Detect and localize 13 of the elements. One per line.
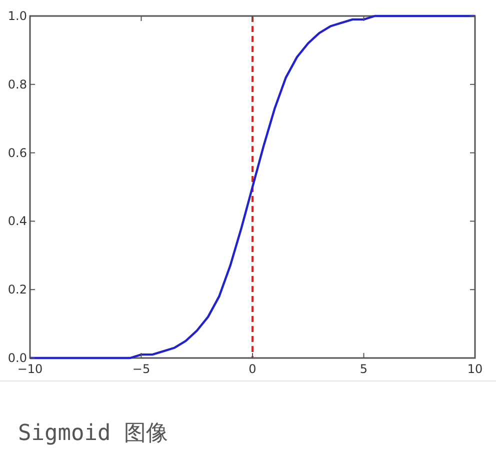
y-tick-label: 0.0 [8, 351, 27, 365]
y-tick-label: 0.6 [8, 146, 27, 160]
x-tick-label: −10 [17, 362, 43, 376]
y-tick-label: 0.2 [8, 282, 27, 297]
x-tick-label: −5 [132, 362, 150, 376]
x-tick-label: 5 [360, 362, 368, 376]
y-tick-label: 1.0 [8, 9, 27, 23]
x-tick-label: 10 [467, 362, 483, 376]
y-tick-label: 0.8 [8, 77, 27, 92]
text: Sigmoid 图像 [18, 421, 168, 446]
x-tick-label: 0 [248, 362, 256, 376]
y-tick-label: 0.4 [8, 214, 27, 228]
line-series [28, 14, 476, 360]
